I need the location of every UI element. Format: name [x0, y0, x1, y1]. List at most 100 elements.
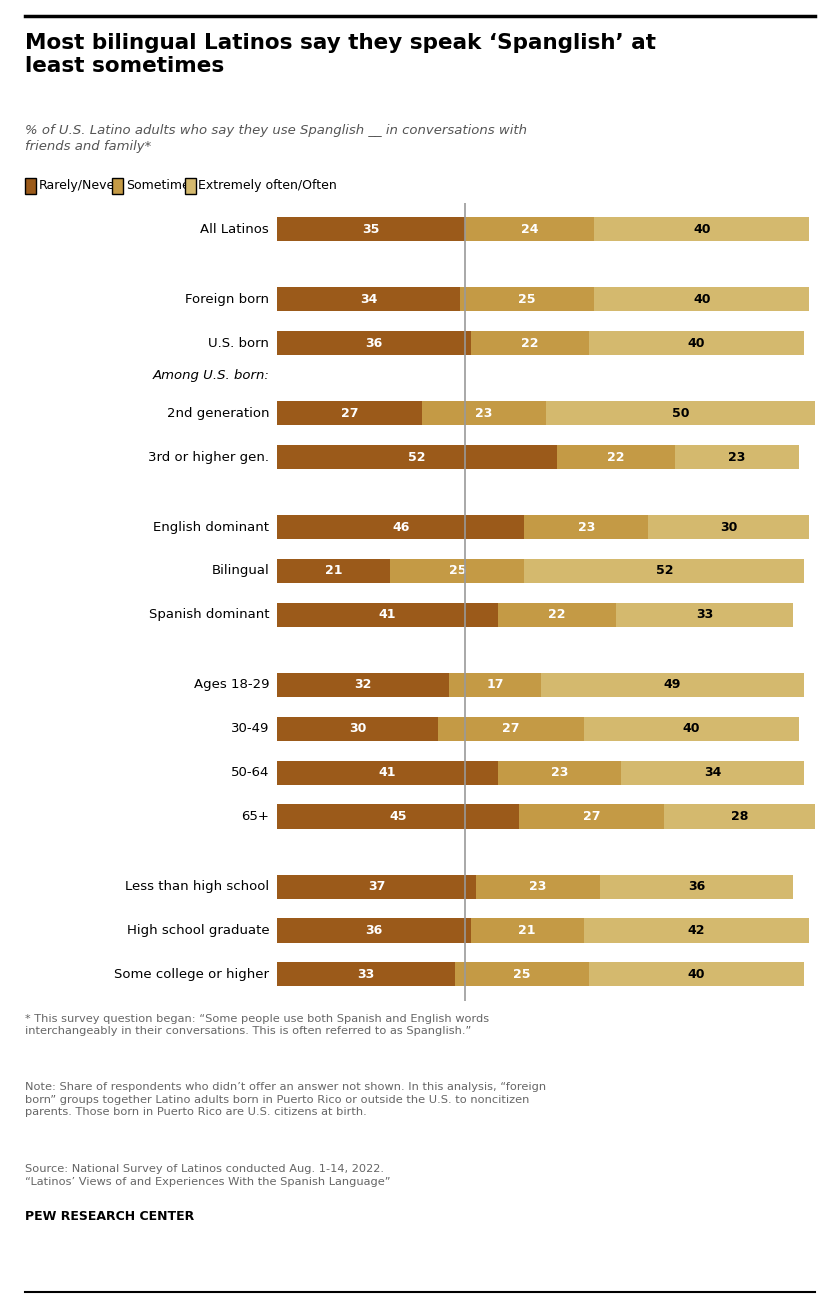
- Text: Extremely often/Often: Extremely often/Often: [198, 179, 337, 192]
- Text: 46: 46: [392, 521, 410, 534]
- Text: 40: 40: [693, 293, 711, 306]
- Text: Less than high school: Less than high school: [125, 880, 269, 893]
- Text: 28: 28: [731, 810, 748, 823]
- Text: Spanish dominant: Spanish dominant: [149, 608, 269, 621]
- Text: 34: 34: [704, 766, 722, 780]
- Bar: [277, 963, 454, 986]
- Bar: [589, 963, 804, 986]
- Bar: [470, 331, 589, 354]
- Bar: [584, 717, 799, 740]
- Text: 32: 32: [354, 679, 372, 692]
- Bar: [277, 331, 470, 354]
- Bar: [277, 804, 519, 828]
- Text: 52: 52: [655, 565, 673, 578]
- Text: 65+: 65+: [241, 810, 269, 823]
- Bar: [595, 217, 810, 241]
- Text: 37: 37: [368, 880, 386, 893]
- Text: 23: 23: [475, 407, 493, 420]
- Text: Sometimes: Sometimes: [126, 179, 196, 192]
- Text: 33: 33: [357, 968, 375, 981]
- Bar: [476, 875, 600, 899]
- Text: 22: 22: [548, 608, 565, 621]
- Text: 36: 36: [365, 923, 382, 937]
- Bar: [497, 760, 622, 785]
- Bar: [277, 217, 465, 241]
- Bar: [557, 445, 675, 470]
- Bar: [648, 515, 810, 539]
- Text: 27: 27: [583, 810, 601, 823]
- Text: PEW RESEARCH CENTER: PEW RESEARCH CENTER: [25, 1210, 194, 1223]
- Text: Some college or higher: Some college or higher: [114, 968, 269, 981]
- Text: 23: 23: [551, 766, 568, 780]
- Text: 34: 34: [360, 293, 377, 306]
- Bar: [277, 445, 557, 470]
- Text: Foreign born: Foreign born: [185, 293, 269, 306]
- Text: Note: Share of respondents who didn’t offer an answer not shown. In this analysi: Note: Share of respondents who didn’t of…: [25, 1082, 546, 1117]
- Text: 30: 30: [720, 521, 738, 534]
- Text: Most bilingual Latinos say they speak ‘Spanglish’ at
least sometimes: Most bilingual Latinos say they speak ‘S…: [25, 33, 656, 76]
- Bar: [497, 603, 616, 627]
- Bar: [277, 918, 470, 943]
- Text: 17: 17: [486, 679, 504, 692]
- Bar: [465, 217, 595, 241]
- Bar: [519, 804, 664, 828]
- Text: 23: 23: [529, 880, 547, 893]
- Bar: [277, 760, 497, 785]
- Bar: [541, 672, 804, 697]
- Text: Among U.S. born:: Among U.S. born:: [152, 369, 269, 382]
- Bar: [622, 760, 804, 785]
- Bar: [546, 402, 815, 425]
- Text: 3rd or higher gen.: 3rd or higher gen.: [148, 450, 269, 463]
- Bar: [524, 559, 804, 583]
- Bar: [595, 288, 810, 311]
- Bar: [460, 288, 595, 311]
- Text: 27: 27: [502, 722, 520, 735]
- Text: 22: 22: [521, 336, 538, 349]
- Text: 30: 30: [349, 722, 366, 735]
- Bar: [277, 603, 497, 627]
- Text: Bilingual: Bilingual: [212, 565, 269, 578]
- Text: 35: 35: [363, 222, 380, 235]
- Bar: [277, 515, 524, 539]
- Text: 21: 21: [518, 923, 536, 937]
- Bar: [675, 445, 799, 470]
- Text: 23: 23: [728, 450, 746, 463]
- Text: 40: 40: [688, 968, 706, 981]
- Text: 25: 25: [518, 293, 536, 306]
- Text: 40: 40: [682, 722, 700, 735]
- Bar: [277, 288, 460, 311]
- Text: 50-64: 50-64: [231, 766, 269, 780]
- Text: Source: National Survey of Latinos conducted Aug. 1-14, 2022.
“Latinos’ Views of: Source: National Survey of Latinos condu…: [25, 1164, 391, 1186]
- Bar: [449, 672, 541, 697]
- Bar: [616, 603, 793, 627]
- Text: % of U.S. Latino adults who say they use Spanglish __ in conversations with
frie: % of U.S. Latino adults who say they use…: [25, 124, 528, 153]
- Text: 40: 40: [693, 222, 711, 235]
- Bar: [438, 717, 584, 740]
- Bar: [589, 331, 804, 354]
- Text: Rarely/Never: Rarely/Never: [39, 179, 120, 192]
- Bar: [454, 963, 589, 986]
- Text: 41: 41: [379, 766, 396, 780]
- Bar: [277, 672, 449, 697]
- Text: 40: 40: [688, 336, 706, 349]
- Bar: [664, 804, 815, 828]
- Bar: [470, 918, 584, 943]
- Text: 25: 25: [449, 565, 466, 578]
- Text: 30-49: 30-49: [231, 722, 269, 735]
- Text: 27: 27: [341, 407, 359, 420]
- Bar: [584, 918, 810, 943]
- Text: 23: 23: [578, 521, 595, 534]
- Text: 33: 33: [696, 608, 713, 621]
- Text: Ages 18-29: Ages 18-29: [194, 679, 269, 692]
- Text: 21: 21: [325, 565, 343, 578]
- Text: 50: 50: [672, 407, 689, 420]
- Text: All Latinos: All Latinos: [201, 222, 269, 235]
- Text: 22: 22: [607, 450, 625, 463]
- Text: 36: 36: [365, 336, 382, 349]
- Text: 49: 49: [664, 679, 681, 692]
- Bar: [277, 717, 438, 740]
- Text: * This survey question began: “Some people use both Spanish and English words
in: * This survey question began: “Some peop…: [25, 1014, 490, 1036]
- Text: 41: 41: [379, 608, 396, 621]
- Text: High school graduate: High school graduate: [127, 923, 269, 937]
- Bar: [277, 875, 476, 899]
